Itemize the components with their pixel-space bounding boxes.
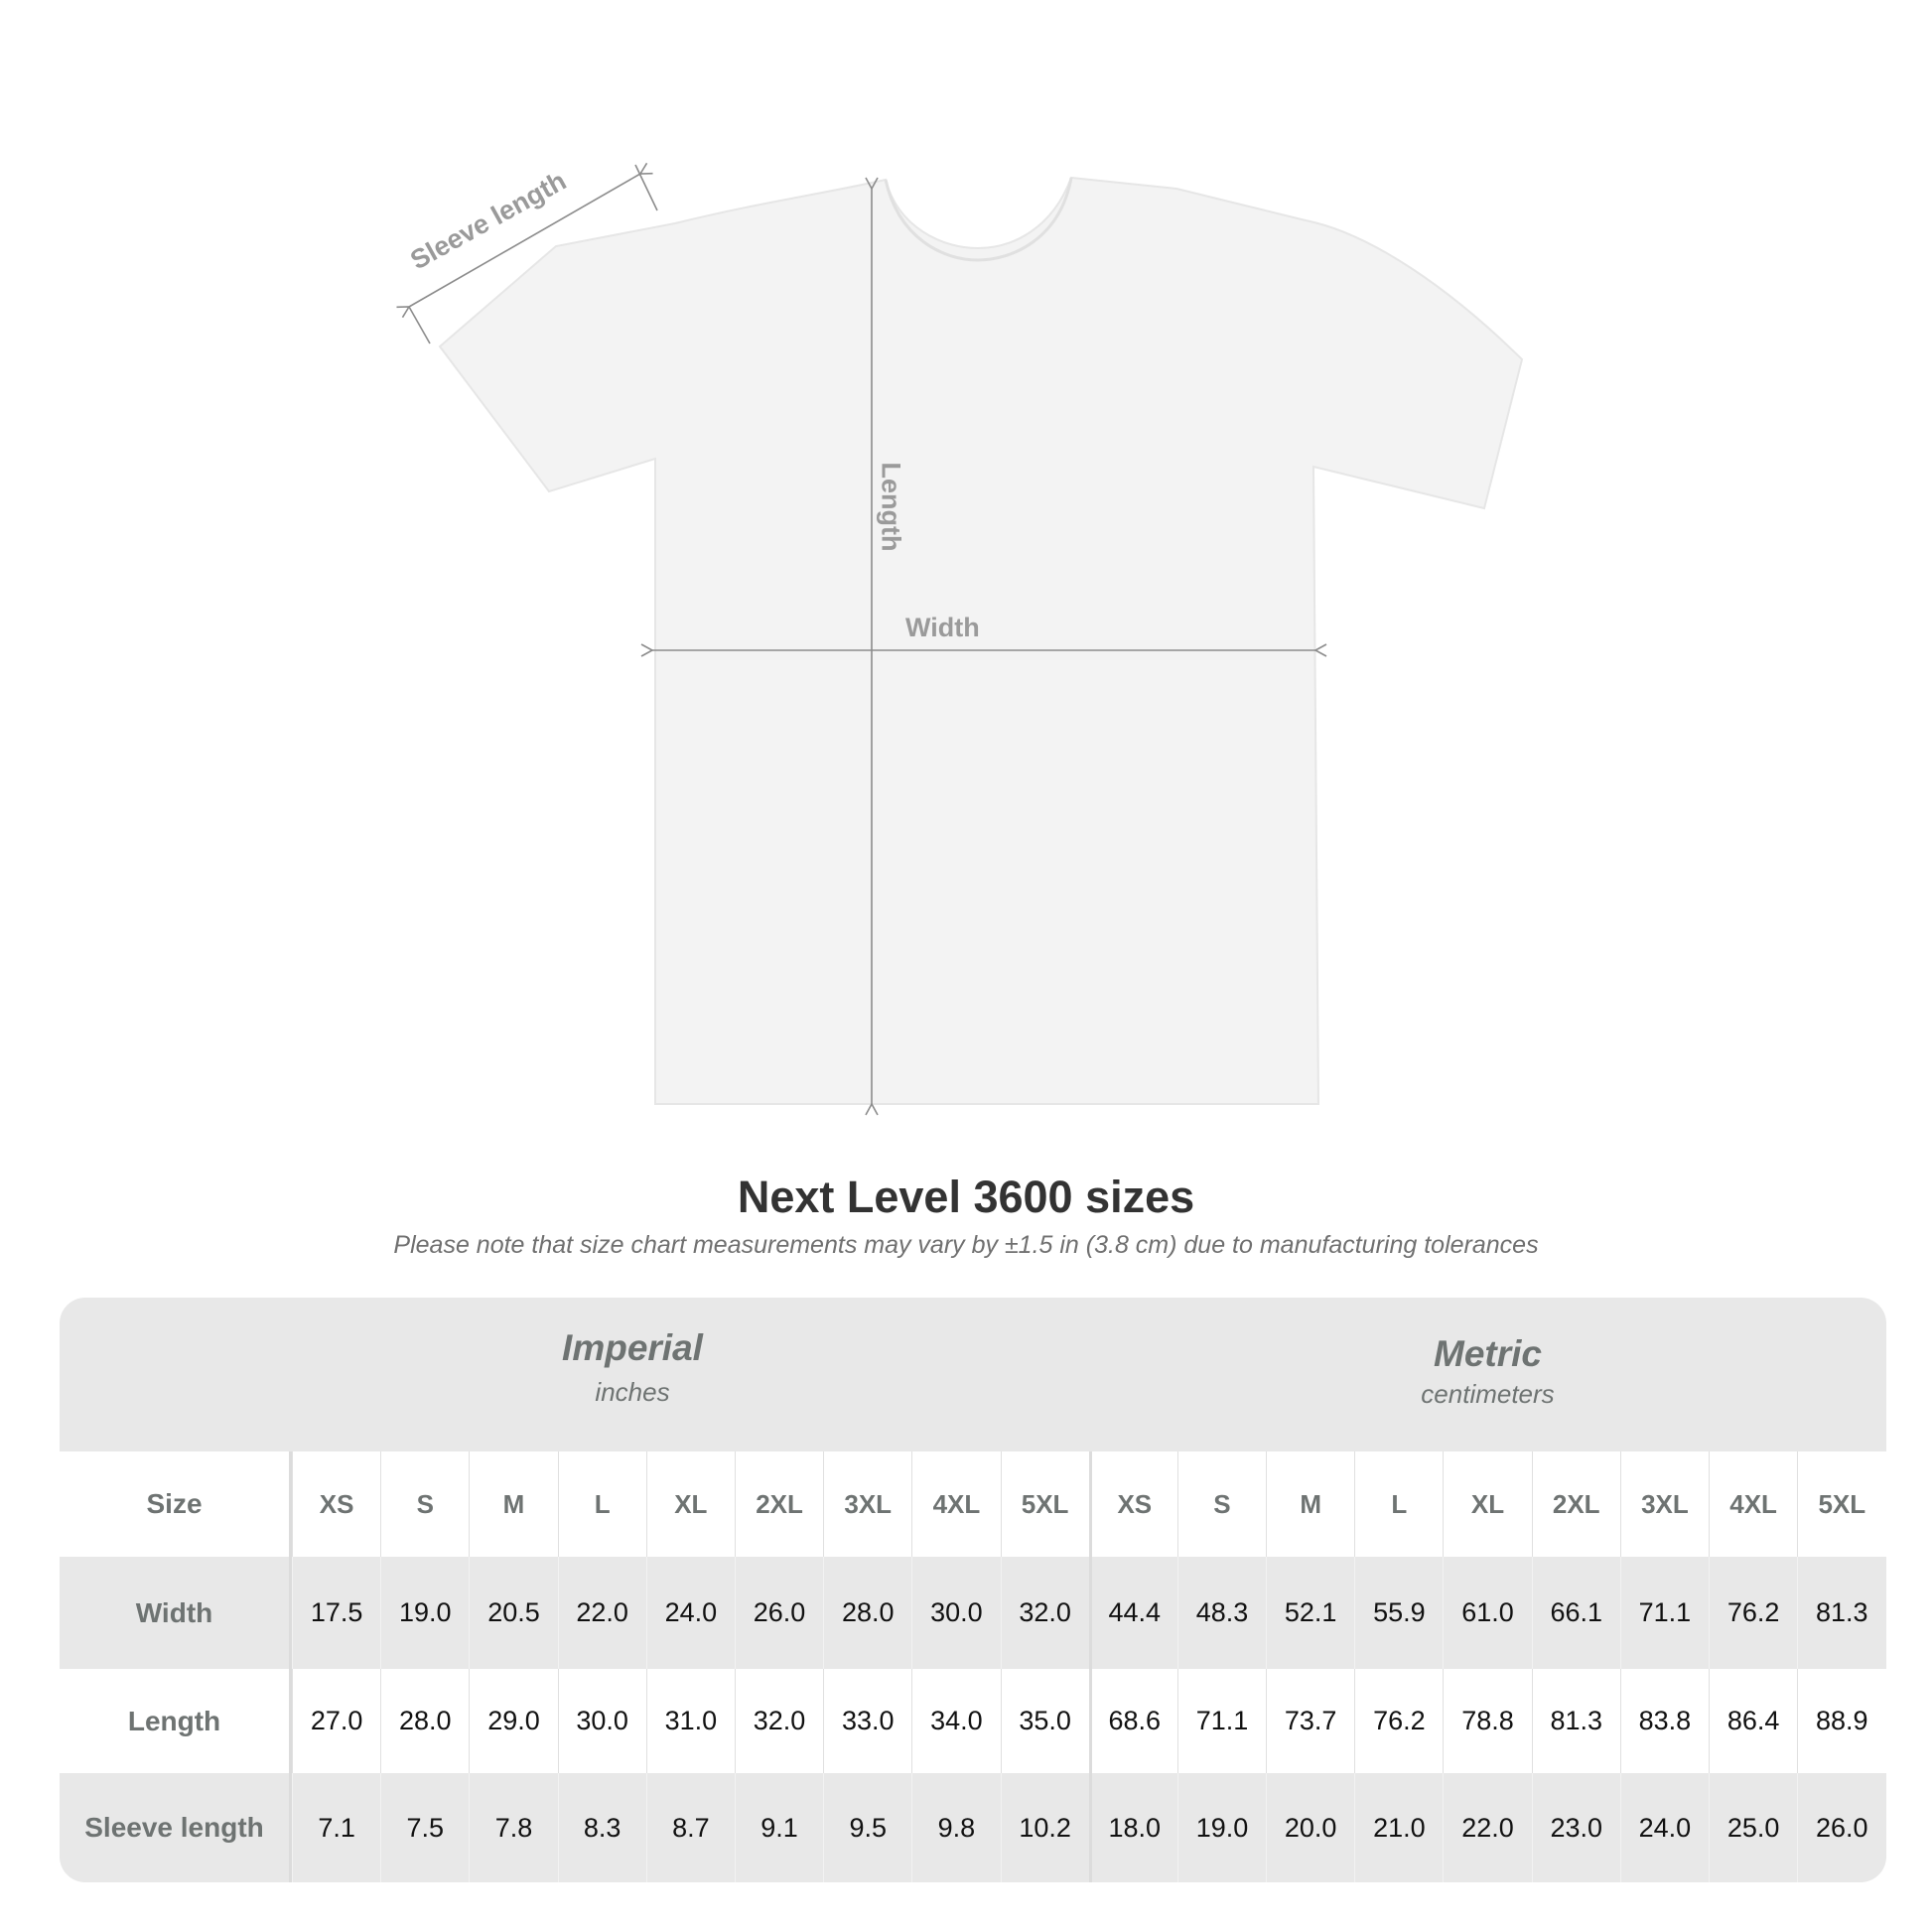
metric-size-header: L — [1354, 1451, 1443, 1557]
metric-size-header: M — [1266, 1451, 1354, 1557]
sleeve-arrow-tick — [634, 164, 658, 211]
metric-value-cell: 23.0 — [1531, 1773, 1620, 1882]
metric-value-cell: 55.9 — [1354, 1557, 1443, 1669]
metric-unit: centimeters — [1421, 1379, 1555, 1409]
imperial-value-cell: 30.0 — [557, 1669, 646, 1773]
imperial-value-cell: 19.0 — [380, 1557, 469, 1669]
imperial-size-header: 4XL — [911, 1451, 1000, 1557]
imperial-value-cell: 8.7 — [645, 1773, 735, 1882]
imperial-size-header: 3XL — [823, 1451, 911, 1557]
table-row: Sleeve length 7.1 7.5 7.8 8.3 8.7 9.1 9.5 9.8 10.… — [60, 1773, 1886, 1882]
metric-value-cell: 71.1 — [1176, 1669, 1266, 1773]
row-label: Width — [60, 1557, 292, 1669]
metric-size-header: 5XL — [1797, 1451, 1885, 1557]
imperial-value-cell: 31.0 — [645, 1669, 735, 1773]
imperial-value-cell: 29.0 — [469, 1669, 557, 1773]
metric-value-cell: 78.8 — [1443, 1669, 1531, 1773]
metric-value-cell: 22.0 — [1443, 1773, 1531, 1882]
imperial-size-header: L — [557, 1451, 646, 1557]
imperial-value-cell: 27.0 — [292, 1669, 380, 1773]
imperial-size-header: XL — [645, 1451, 735, 1557]
metric-value-cell: 88.9 — [1797, 1669, 1885, 1773]
imperial-value-cell: 28.0 — [380, 1669, 469, 1773]
metric-value-cell: 24.0 — [1619, 1773, 1709, 1882]
imperial-title: Imperial — [562, 1327, 703, 1368]
metric-size-header: 4XL — [1709, 1451, 1797, 1557]
tshirt-diagram — [0, 0, 1524, 1152]
metric-value-cell: 66.1 — [1531, 1557, 1620, 1669]
metric-value-cell: 25.0 — [1709, 1773, 1797, 1882]
imperial-value-cell: 7.8 — [469, 1773, 557, 1882]
imperial-value-cell: 22.0 — [557, 1557, 646, 1669]
imperial-value-cell: 35.0 — [1000, 1669, 1089, 1773]
imperial-unit: inches — [595, 1377, 670, 1407]
metric-value-cell: 83.8 — [1619, 1669, 1709, 1773]
imperial-value-cell: 10.2 — [1000, 1773, 1089, 1882]
imperial-size-header: XS — [292, 1451, 380, 1557]
sleeve-arrow-tick — [408, 306, 431, 345]
row-label: Length — [60, 1669, 292, 1773]
imperial-value-cell: 8.3 — [557, 1773, 646, 1882]
imperial-value-cell: 9.1 — [734, 1773, 823, 1882]
imperial-value-cell: 34.0 — [911, 1669, 1000, 1773]
imperial-value-cell: 7.5 — [380, 1773, 469, 1882]
metric-value-cell: 44.4 — [1088, 1557, 1177, 1669]
imperial-size-header: M — [469, 1451, 557, 1557]
imperial-size-header: 5XL — [1000, 1451, 1089, 1557]
imperial-size-header: 2XL — [734, 1451, 823, 1557]
imperial-value-cell: 30.0 — [911, 1557, 1000, 1669]
tolerance-note: Please note that size chart measurements… — [393, 1231, 1539, 1259]
row-label: Sleeve length — [60, 1773, 292, 1882]
metric-value-cell: 20.0 — [1266, 1773, 1354, 1882]
length-label: Length — [876, 462, 906, 552]
metric-value-cell: 19.0 — [1176, 1773, 1266, 1882]
metric-value-cell: 81.3 — [1531, 1669, 1620, 1773]
tshirt-shape — [438, 176, 1524, 1105]
table-row: Length 27.0 28.0 29.0 30.0 31.0 32.0 33.0 34.0 35… — [60, 1669, 1886, 1773]
imperial-value-cell: 20.5 — [469, 1557, 557, 1669]
imperial-value-cell: 17.5 — [292, 1557, 380, 1669]
table-row: Width 17.5 19.0 20.5 22.0 24.0 26.0 28.0 30.0 32.… — [60, 1557, 1886, 1669]
metric-value-cell: 48.3 — [1176, 1557, 1266, 1669]
imperial-value-cell: 24.0 — [645, 1557, 735, 1669]
sleeve-arrow — [409, 174, 640, 307]
metric-title: Metric — [1434, 1333, 1542, 1374]
imperial-value-cell: 32.0 — [734, 1669, 823, 1773]
collar — [884, 177, 1073, 262]
imperial-header: Imperial inches — [60, 1298, 1089, 1451]
imperial-value-cell: 33.0 — [823, 1669, 911, 1773]
metric-value-cell: 81.3 — [1797, 1557, 1885, 1669]
metric-header: Metric centimeters — [1089, 1298, 1886, 1451]
metric-size-header: XL — [1443, 1451, 1531, 1557]
metric-value-cell: 68.6 — [1088, 1669, 1177, 1773]
imperial-value-cell: 9.8 — [911, 1773, 1000, 1882]
size-table: Imperial inches Metric centimeters Size X… — [60, 1298, 1886, 1882]
metric-value-cell: 61.0 — [1443, 1557, 1531, 1669]
metric-value-cell: 86.4 — [1709, 1669, 1797, 1773]
metric-value-cell: 76.2 — [1354, 1669, 1443, 1773]
metric-size-header: S — [1176, 1451, 1266, 1557]
imperial-value-cell: 32.0 — [1000, 1557, 1089, 1669]
imperial-value-cell: 28.0 — [823, 1557, 911, 1669]
imperial-value-cell: 9.5 — [823, 1773, 911, 1882]
imperial-value-cell: 7.1 — [292, 1773, 380, 1882]
metric-value-cell: 52.1 — [1266, 1557, 1354, 1669]
metric-value-cell: 73.7 — [1266, 1669, 1354, 1773]
width-label: Width — [905, 613, 980, 642]
metric-size-header: 3XL — [1619, 1451, 1709, 1557]
metric-value-cell: 71.1 — [1619, 1557, 1709, 1669]
metric-value-cell: 26.0 — [1797, 1773, 1885, 1882]
imperial-value-cell: 26.0 — [734, 1557, 823, 1669]
row-label: Size — [60, 1451, 292, 1557]
imperial-size-header: S — [380, 1451, 469, 1557]
metric-size-header: XS — [1088, 1451, 1177, 1557]
metric-value-cell: 21.0 — [1354, 1773, 1443, 1882]
metric-size-header: 2XL — [1531, 1451, 1620, 1557]
page-title: Next Level 3600 sizes — [737, 1172, 1195, 1222]
metric-value-cell: 18.0 — [1088, 1773, 1177, 1882]
metric-value-cell: 76.2 — [1709, 1557, 1797, 1669]
size-header-row: Size XS S M L XL 2XL 3XL 4XL 5XL XS S M L XL 2XL 3XL 4XL 5… — [60, 1451, 1886, 1557]
